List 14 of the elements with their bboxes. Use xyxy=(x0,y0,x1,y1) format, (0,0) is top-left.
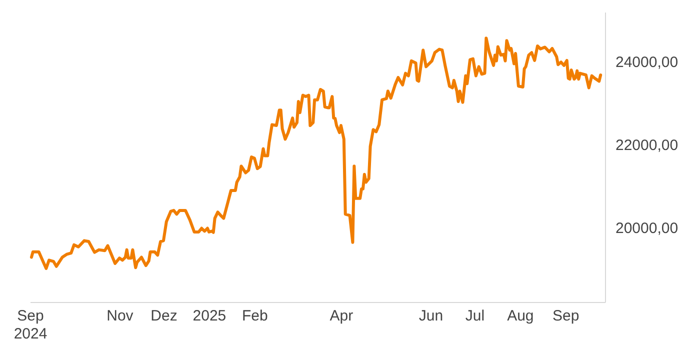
x-tick-label: Jun xyxy=(418,308,444,324)
line-series xyxy=(30,36,602,270)
x-tick-label: Dez xyxy=(150,308,178,324)
x-tick-label: Apr xyxy=(330,308,354,324)
x-tick-label: Nov xyxy=(106,308,134,324)
x-tick-label: Jul xyxy=(465,308,485,324)
x-tick-label: Sep xyxy=(552,308,580,324)
y-tick-label: 22000,00 xyxy=(616,137,678,154)
x-tick-label: Aug xyxy=(507,308,534,324)
x-tick-label: Sep 2024 xyxy=(14,308,48,342)
y-tick-label: 20000,00 xyxy=(616,220,678,237)
x-tick-label: 2025 xyxy=(192,308,226,324)
x-tick-label: Feb xyxy=(242,308,268,324)
y-tick-label: 24000,00 xyxy=(616,54,678,72)
